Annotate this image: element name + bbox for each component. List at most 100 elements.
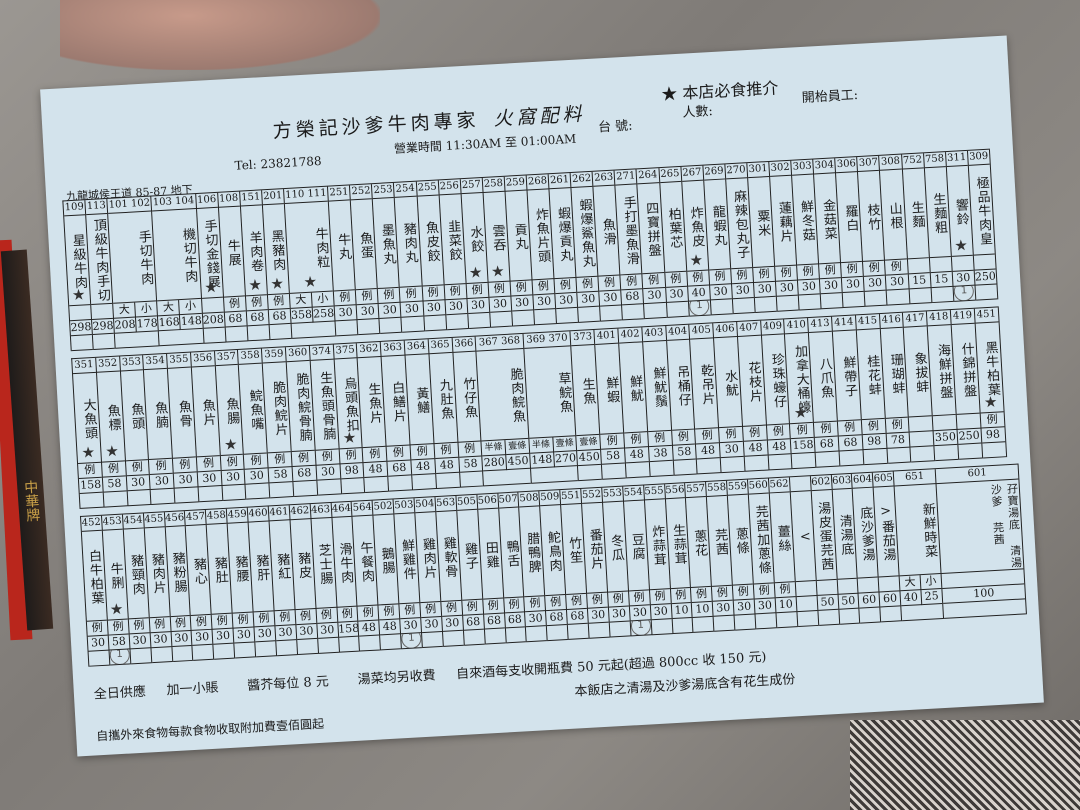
quantity-cell[interactable]: [754, 296, 777, 313]
quantity-cell[interactable]: [755, 613, 777, 630]
quantity-cell[interactable]: [234, 642, 256, 659]
quantity-cell[interactable]: [958, 443, 982, 460]
quantity-cell[interactable]: [490, 311, 512, 328]
quantity-cell[interactable]: [245, 483, 270, 500]
quantity-cell[interactable]: [797, 610, 818, 628]
quantity-cell[interactable]: [130, 648, 151, 665]
quantity-cell[interactable]: [512, 310, 535, 327]
quantity-cell[interactable]: [422, 631, 443, 649]
quantity-cell[interactable]: 1: [953, 285, 976, 302]
menu-item[interactable]: 601 孖寶湯底 清湯 沙爹 芫茜 100: [935, 464, 1028, 619]
quantity-cell[interactable]: [445, 314, 468, 331]
quantity-cell[interactable]: [291, 321, 336, 339]
quantity-cell[interactable]: [839, 450, 864, 467]
quantity-cell[interactable]: [357, 318, 380, 336]
quantity-cell[interactable]: [530, 466, 579, 484]
quantity-cell[interactable]: [435, 472, 460, 490]
quantity-cell[interactable]: [70, 335, 93, 352]
quantity-cell[interactable]: [567, 623, 589, 640]
quantity-cell[interactable]: [547, 624, 568, 642]
quantity-cell[interactable]: [931, 286, 954, 304]
quantity-cell[interactable]: [171, 645, 193, 663]
quantity-cell[interactable]: [697, 458, 721, 475]
quantity-cell[interactable]: [364, 476, 389, 494]
quantity-cell[interactable]: [255, 641, 276, 658]
quantity-cell[interactable]: [734, 614, 756, 631]
quantity-cell[interactable]: [720, 456, 745, 474]
quantity-cell[interactable]: [644, 302, 667, 320]
quantity-cell[interactable]: [442, 630, 464, 647]
quantity-cell[interactable]: [423, 315, 446, 332]
quantity-cell[interactable]: [901, 603, 943, 622]
quantity-cell[interactable]: [159, 328, 204, 347]
quantity-cell[interactable]: 1: [109, 649, 131, 666]
quantity-cell[interactable]: [934, 444, 959, 462]
quantity-cell[interactable]: [673, 459, 697, 476]
quantity-cell[interactable]: [335, 320, 358, 337]
quantity-cell[interactable]: [79, 492, 104, 509]
quantity-cell[interactable]: [483, 468, 531, 487]
quantity-cell[interactable]: [622, 304, 645, 321]
quantity-cell[interactable]: [296, 638, 318, 656]
staff-field[interactable]: 開枱員工:: [801, 87, 859, 107]
quantity-cell[interactable]: [943, 599, 1027, 619]
quantity-cell[interactable]: [103, 491, 128, 508]
quantity-cell[interactable]: [198, 486, 223, 503]
quantity-cell[interactable]: 1: [630, 620, 652, 637]
quantity-cell[interactable]: [505, 627, 527, 644]
quantity-cell[interactable]: [982, 442, 1006, 459]
quantity-cell[interactable]: [92, 333, 115, 350]
quantity-cell[interactable]: [340, 478, 365, 495]
quantity-cell[interactable]: [744, 455, 769, 472]
quantity-cell[interactable]: [293, 480, 318, 497]
quantity-cell[interactable]: [269, 323, 292, 341]
quantity-cell[interactable]: [556, 307, 579, 325]
quantity-cell[interactable]: [174, 487, 199, 504]
quantity-cell[interactable]: [213, 643, 235, 660]
people-count-field[interactable]: 人數:: [682, 104, 714, 121]
quantity-cell[interactable]: [710, 299, 733, 316]
quantity-cell[interactable]: [602, 463, 626, 480]
quantity-cell[interactable]: [865, 290, 887, 307]
quantity-cell[interactable]: [692, 616, 714, 633]
quantity-cell[interactable]: [880, 606, 902, 623]
quantity-cell[interactable]: [192, 644, 214, 661]
quantity-cell[interactable]: [910, 446, 935, 463]
quantity-cell[interactable]: [115, 331, 160, 349]
quantity-cell[interactable]: [843, 291, 865, 309]
quantity-cell[interactable]: [338, 636, 360, 653]
quantity-cell[interactable]: [887, 289, 910, 306]
menu-item[interactable]: 367 368 脆肉鯇魚 半條 壹條 280 450: [475, 333, 532, 487]
quantity-cell[interactable]: [818, 609, 839, 626]
quantity-cell[interactable]: [713, 615, 735, 632]
quantity-cell[interactable]: [401, 316, 424, 333]
quantity-cell[interactable]: [484, 628, 506, 645]
quantity-cell[interactable]: [379, 317, 402, 334]
quantity-cell[interactable]: 1: [401, 633, 422, 650]
quantity-cell[interactable]: [588, 622, 610, 639]
quantity-cell[interactable]: [151, 647, 172, 664]
quantity-cell[interactable]: [815, 451, 840, 468]
quantity-cell[interactable]: [526, 626, 547, 643]
quantity-cell[interactable]: [651, 619, 672, 636]
quantity-cell[interactable]: [578, 306, 601, 323]
quantity-cell[interactable]: [909, 288, 932, 305]
quantity-cell[interactable]: [203, 327, 226, 344]
quantity-cell[interactable]: [863, 448, 887, 466]
quantity-cell[interactable]: [412, 474, 436, 491]
table-number-field[interactable]: 台 號:: [597, 118, 634, 136]
quantity-cell[interactable]: [975, 284, 998, 301]
quantity-cell[interactable]: [380, 634, 402, 651]
quantity-cell[interactable]: [649, 460, 674, 478]
quantity-cell[interactable]: [625, 462, 650, 479]
quantity-cell[interactable]: [150, 488, 175, 505]
quantity-cell[interactable]: [776, 295, 799, 312]
quantity-cell[interactable]: [317, 637, 339, 654]
quantity-cell[interactable]: [838, 608, 860, 625]
quantity-cell[interactable]: [578, 464, 602, 482]
quantity-cell[interactable]: [459, 471, 484, 488]
quantity-cell[interactable]: [792, 452, 816, 470]
quantity-cell[interactable]: [317, 479, 341, 496]
quantity-cell[interactable]: [672, 617, 693, 635]
quantity-cell[interactable]: 1: [688, 300, 711, 317]
